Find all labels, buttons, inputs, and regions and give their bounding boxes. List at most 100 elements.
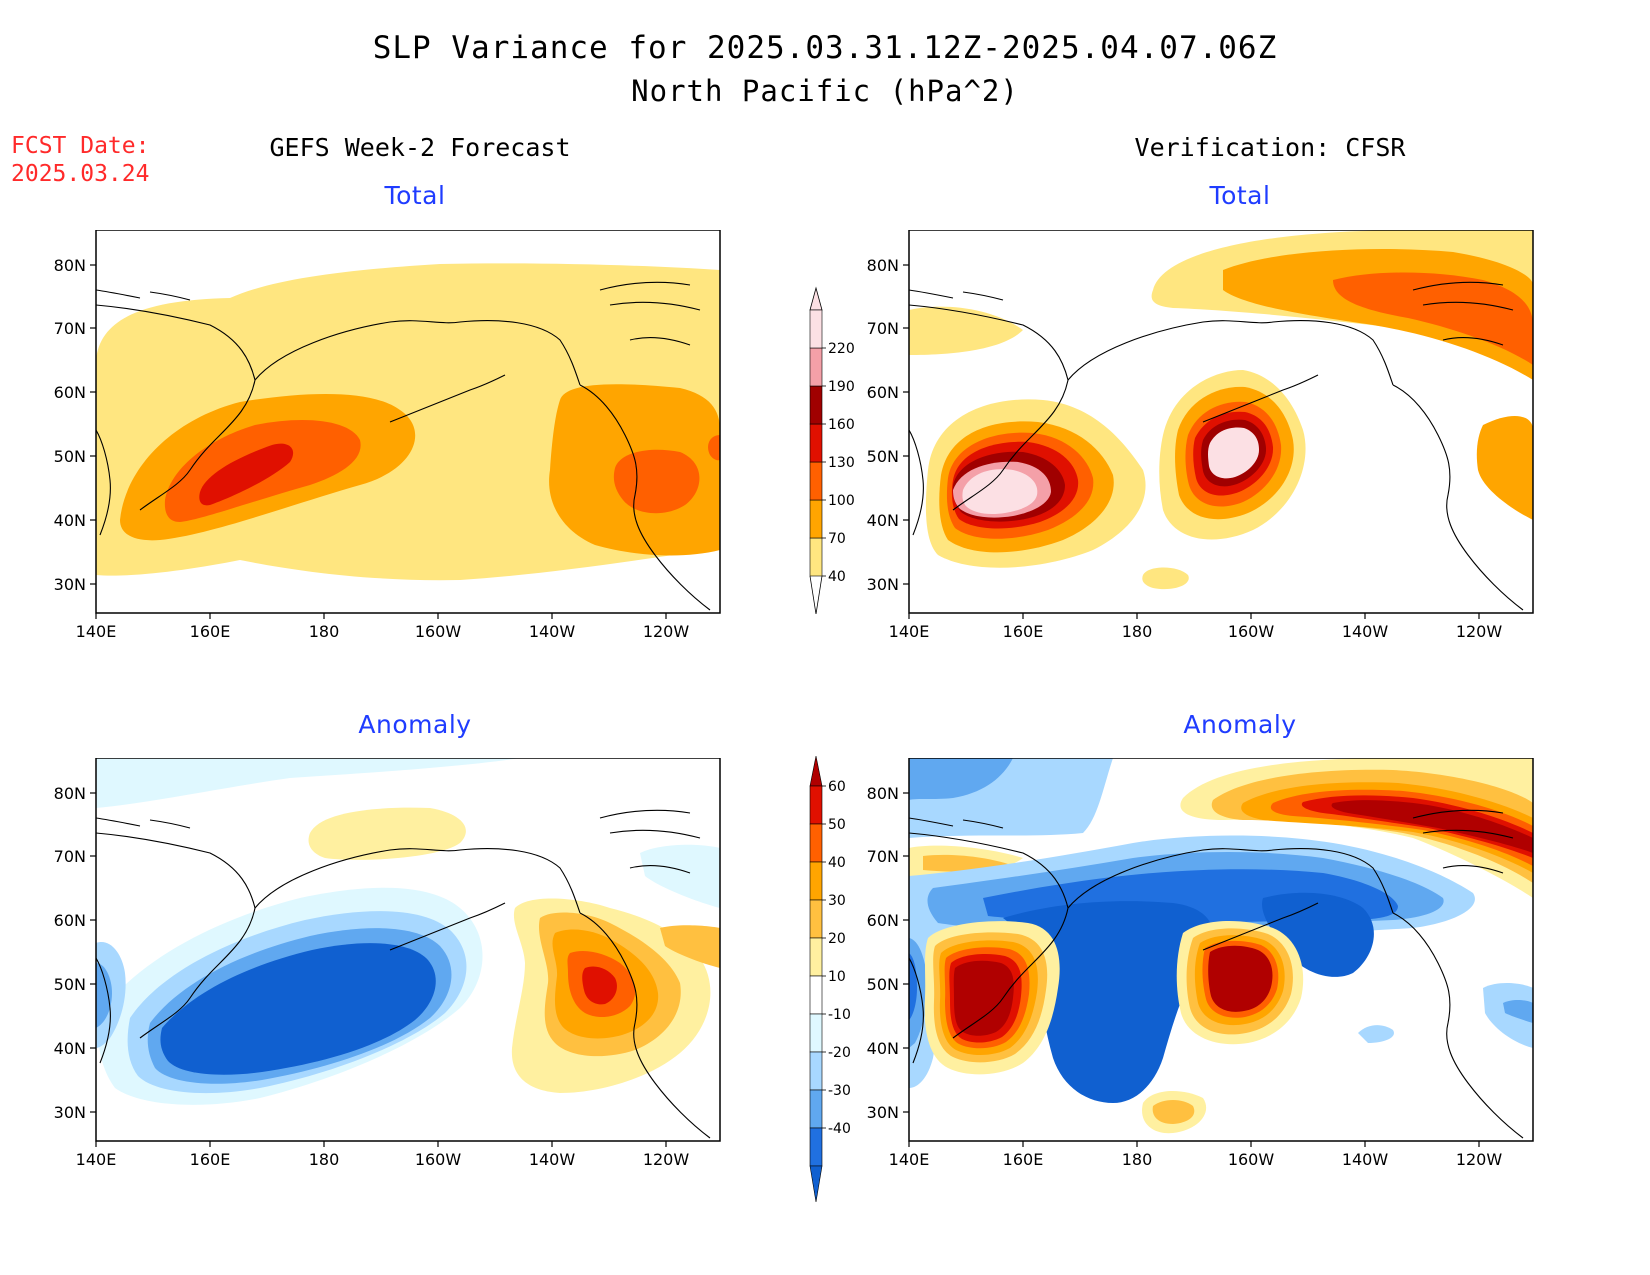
colorbar-segment — [809, 823, 823, 863]
colorbar-total: 40 70 100 130 160 190 220 — [809, 286, 855, 615]
map-frame — [95, 230, 721, 614]
lon-tick-label: 180 — [1122, 1150, 1153, 1169]
colorbar-segment — [809, 1127, 823, 1167]
colorbar-label: 70 — [828, 531, 846, 547]
fcst-date-label: FCST Date: — [11, 133, 150, 159]
column-title-forecast: GEFS Week-2 Forecast — [269, 133, 571, 162]
colorbar-label: 60 — [828, 779, 846, 795]
colorbar-segment — [809, 899, 823, 939]
colorbar-label: 40 — [828, 569, 846, 585]
lon-tick-label: 140W — [529, 1150, 576, 1169]
panel-title-verification-anomaly: Anomaly — [1183, 710, 1297, 739]
lon-tick-label: 180 — [309, 622, 340, 641]
lat-tick-label: 50N — [54, 447, 86, 466]
axes: 80N 70N 60N 50N 40N 30N 140E 160E 180 160W 140W 120… — [867, 784, 1503, 1169]
colorbar-segment — [809, 499, 823, 539]
colorbar-label: 10 — [828, 969, 846, 985]
panel-title-verification-total: Total — [1209, 181, 1271, 210]
lon-tick-label: 160E — [190, 1150, 231, 1169]
colorbar-label: 160 — [828, 417, 855, 433]
colorbar-segment — [809, 347, 823, 387]
colorbar-segment — [809, 309, 823, 349]
lon-tick-label: 120W — [643, 622, 690, 641]
colorbar-label: 20 — [828, 931, 846, 947]
contour-field — [909, 230, 1533, 590]
contour-field — [96, 263, 720, 581]
lon-tick-label: 120W — [643, 1150, 690, 1169]
colorbar-segment — [809, 1089, 823, 1129]
lat-tick-label: 50N — [54, 975, 86, 994]
lon-tick-label: 160W — [1228, 1150, 1275, 1169]
lon-tick-label: 140W — [529, 622, 576, 641]
contour-field — [96, 758, 720, 1105]
lon-tick-label: 160E — [190, 622, 231, 641]
colorbar-segment — [809, 385, 823, 425]
colorbar-anomaly: 60 50 40 30 20 10 -10 -20 -30 -40 — [809, 755, 851, 1202]
lon-tick-label: 160W — [415, 1150, 462, 1169]
colorbar-bottom-arrow — [809, 575, 823, 615]
colorbar-label: 220 — [828, 341, 855, 357]
colorbar-label: 50 — [828, 817, 846, 833]
colorbar-label: 30 — [828, 893, 846, 909]
map-frame — [908, 230, 1534, 614]
colorbar-segment — [809, 861, 823, 901]
colorbar-label: -10 — [828, 1007, 851, 1023]
map-panel-verification-total: 80N 70N 60N 50N 40N 30N 140E 160E 180 160W 140W 120… — [867, 230, 1534, 641]
lat-tick-label: 40N — [867, 1039, 899, 1058]
colorbar-top-arrow — [809, 286, 823, 311]
lon-tick-label: 180 — [309, 1150, 340, 1169]
lon-tick-label: 140E — [76, 1150, 117, 1169]
lat-tick-label: 50N — [867, 447, 899, 466]
lat-tick-label: 30N — [867, 1103, 899, 1122]
lon-tick-label: 140E — [76, 622, 117, 641]
lat-tick-label: 70N — [54, 319, 86, 338]
colorbar-top-arrow — [809, 755, 823, 787]
lon-tick-label: 140E — [889, 1150, 930, 1169]
colorbar-label: -30 — [828, 1083, 851, 1099]
colorbar-label: 40 — [828, 855, 846, 871]
colorbar-segment — [809, 785, 823, 825]
column-title-verification: Verification: CFSR — [1134, 133, 1406, 162]
colorbar-segment — [809, 461, 823, 501]
lat-tick-label: 30N — [54, 1103, 86, 1122]
colorbar-segment — [809, 1013, 823, 1053]
lat-tick-label: 40N — [54, 511, 86, 530]
lat-tick-label: 60N — [54, 383, 86, 402]
lon-tick-label: 120W — [1456, 622, 1503, 641]
lon-tick-label: 140W — [1342, 622, 1389, 641]
colorbar-label: -40 — [828, 1121, 851, 1137]
colorbar-segment — [809, 537, 823, 577]
contour-field — [909, 758, 1533, 1134]
figure-subtitle: North Pacific (hPa^2) — [631, 74, 1019, 108]
map-panel-verification-anomaly: 80N 70N 60N 50N 40N 30N 140E 160E 180 160W 140W 120… — [867, 758, 1534, 1169]
lon-tick-label: 120W — [1456, 1150, 1503, 1169]
lat-tick-label: 60N — [867, 383, 899, 402]
lat-tick-label: 80N — [54, 256, 86, 275]
lon-tick-label: 160W — [415, 622, 462, 641]
axes: 80N 70N 60N 50N 40N 30N 140E 160E 180 160W 140W 120… — [54, 256, 690, 641]
map-panel-forecast-total: 80N 70N 60N 50N 40N 30N 140E 160E 180 160W 140W 120… — [54, 230, 721, 641]
lat-tick-label: 40N — [54, 1039, 86, 1058]
axes: 80N 70N 60N 50N 40N 30N 140E 160E 180 160W 140W 120… — [867, 256, 1503, 641]
lat-tick-label: 80N — [867, 256, 899, 275]
figure-title: SLP Variance for 2025.03.31.12Z-2025.04.… — [372, 30, 1278, 66]
lat-tick-label: 80N — [54, 784, 86, 803]
axes: 80N 70N 60N 50N 40N 30N 140E 160E 180 160W 140W 120… — [54, 784, 690, 1169]
lon-tick-label: 140W — [1342, 1150, 1389, 1169]
colorbar-segment — [809, 975, 823, 1015]
colorbar-segment — [809, 1051, 823, 1091]
lat-tick-label: 70N — [867, 847, 899, 866]
coastlines — [909, 809, 1524, 1139]
colorbar-label: 190 — [828, 379, 855, 395]
lon-tick-label: 160W — [1228, 622, 1275, 641]
panel-title-forecast-anomaly: Anomaly — [358, 710, 472, 739]
fcst-date-value: 2025.03.24 — [11, 161, 150, 187]
colorbar-label: 100 — [828, 493, 855, 509]
panel-title-forecast-total: Total — [384, 181, 446, 210]
colorbar-label: -20 — [828, 1045, 851, 1061]
colorbar-segment — [809, 423, 823, 463]
map-frame — [908, 758, 1534, 1142]
lat-tick-label: 30N — [867, 575, 899, 594]
colorbar-segment — [809, 937, 823, 977]
coastlines — [96, 281, 711, 611]
